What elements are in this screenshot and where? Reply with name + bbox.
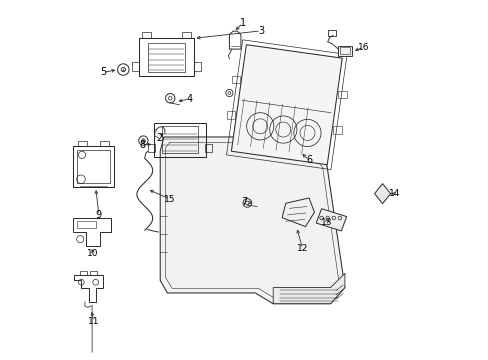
Text: 9: 9: [96, 210, 102, 220]
Bar: [90, 271, 97, 275]
Bar: [193, 62, 201, 71]
Bar: [80, 271, 86, 275]
Text: 3: 3: [257, 26, 264, 36]
Text: 13: 13: [320, 218, 331, 227]
Bar: [77, 221, 96, 228]
Bar: [162, 126, 198, 153]
Bar: [340, 47, 349, 54]
Text: 16: 16: [357, 43, 368, 52]
Bar: [142, 32, 151, 39]
Bar: [182, 32, 190, 39]
Bar: [148, 144, 155, 152]
Polygon shape: [282, 198, 314, 226]
Bar: [147, 43, 185, 72]
Bar: [154, 123, 206, 157]
Bar: [139, 39, 194, 76]
Text: 5: 5: [100, 67, 106, 77]
Text: 4: 4: [186, 94, 192, 104]
Text: 1: 1: [239, 18, 245, 28]
Text: 8: 8: [139, 140, 145, 150]
Bar: [338, 91, 346, 98]
Text: 7: 7: [241, 197, 247, 207]
Polygon shape: [273, 273, 344, 304]
Bar: [226, 111, 235, 118]
Bar: [77, 150, 110, 183]
Text: 10: 10: [87, 249, 99, 258]
Bar: [338, 45, 351, 56]
Bar: [333, 126, 341, 134]
Polygon shape: [231, 45, 342, 165]
Bar: [205, 144, 211, 152]
Polygon shape: [374, 184, 390, 204]
Text: 12: 12: [296, 244, 307, 253]
Polygon shape: [160, 137, 344, 304]
Bar: [328, 30, 336, 36]
Bar: [132, 62, 139, 71]
Text: 15: 15: [164, 194, 175, 203]
Bar: [100, 140, 109, 146]
Bar: [231, 76, 240, 83]
Text: 14: 14: [388, 189, 400, 198]
Bar: [73, 146, 114, 187]
Bar: [78, 140, 87, 146]
Text: 2: 2: [157, 133, 163, 143]
Text: 6: 6: [305, 155, 311, 165]
Polygon shape: [316, 209, 346, 231]
Text: 11: 11: [88, 317, 100, 326]
